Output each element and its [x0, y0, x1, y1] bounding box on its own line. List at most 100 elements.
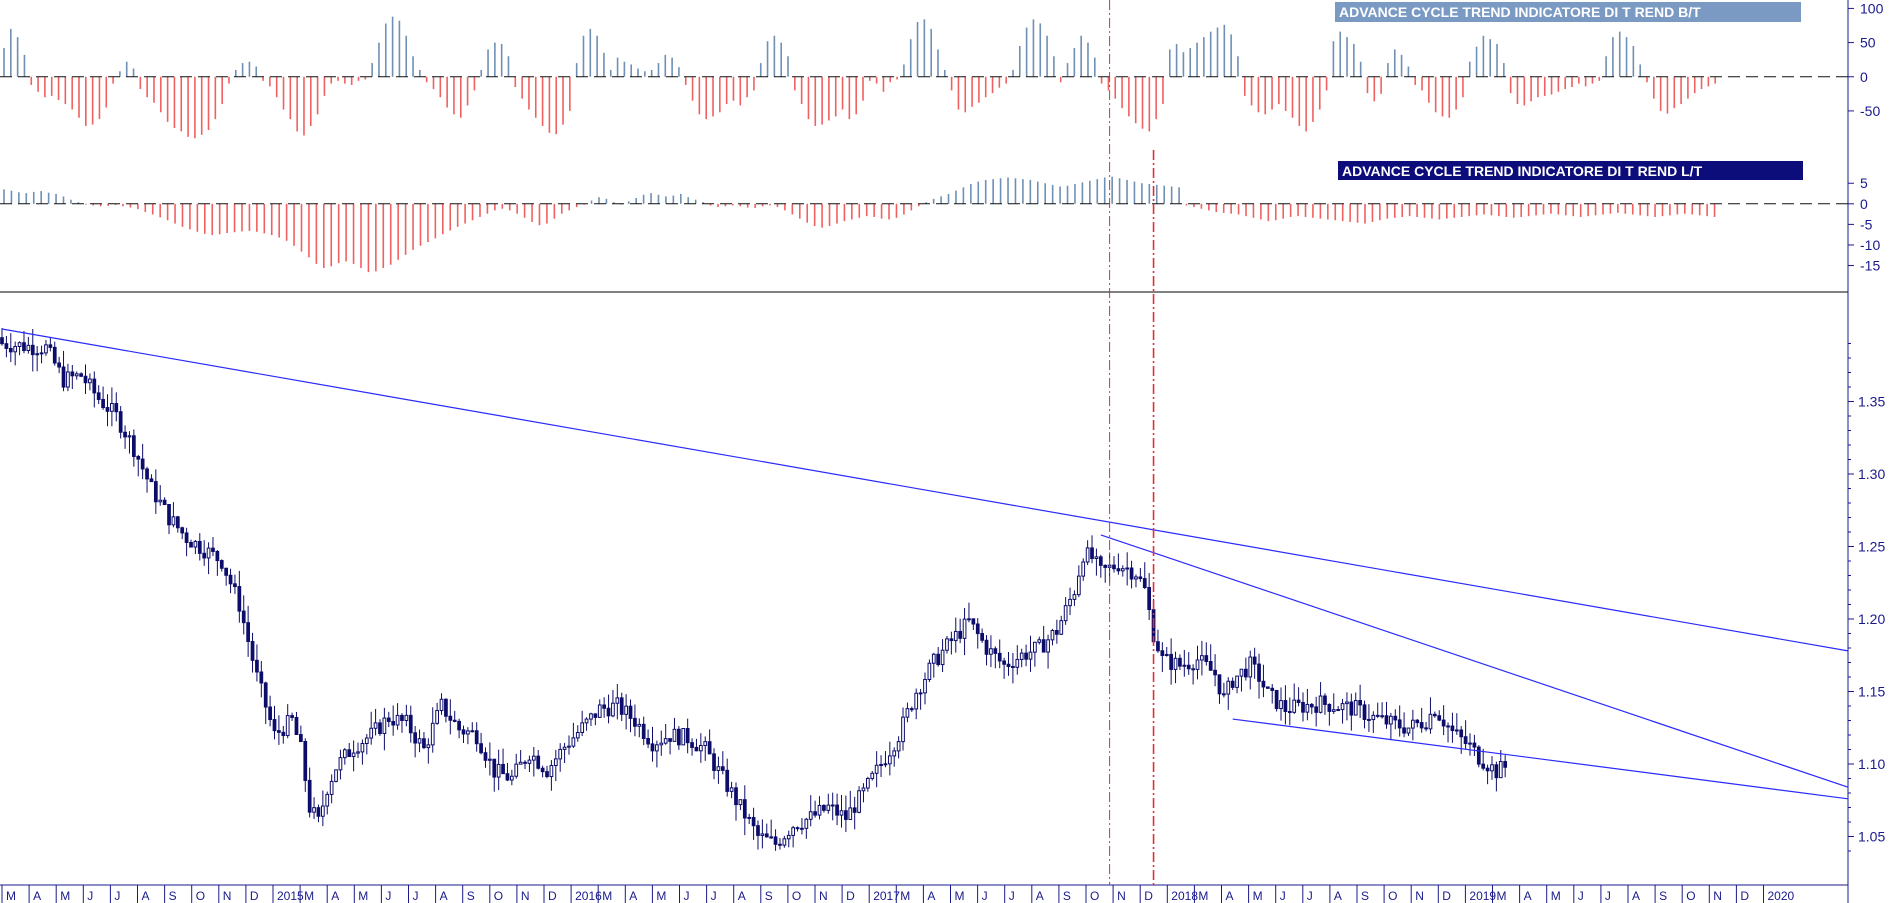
candle-body — [1195, 659, 1200, 670]
candle-body — [817, 804, 822, 816]
candle-body — [712, 753, 716, 771]
candle-body — [193, 540, 198, 548]
candle-body — [452, 719, 457, 722]
x-tick-label: M — [304, 889, 314, 903]
candle-body — [549, 765, 554, 778]
candle-body — [1331, 709, 1336, 712]
candle-body — [624, 705, 628, 715]
candle-body — [989, 648, 993, 655]
candle-body — [1033, 641, 1037, 653]
candle-body — [1217, 674, 1222, 695]
candle-body — [272, 719, 277, 732]
candle-body — [646, 737, 650, 745]
candle-body — [1389, 715, 1393, 725]
x-axis: M A M J J A S O N D 2015 M A M J J A S O N D 2016 M A M J J A S O N D 20… — [1, 885, 1795, 903]
candle-body — [1345, 701, 1349, 705]
candle-body — [655, 744, 659, 752]
candle-body — [1235, 675, 1239, 688]
candle-body — [1362, 704, 1367, 720]
candle-body — [606, 707, 611, 717]
candle-body — [175, 516, 180, 529]
candle-body — [1006, 663, 1011, 667]
candle-body — [509, 775, 514, 781]
candle-body — [479, 743, 483, 754]
candle-body — [105, 407, 110, 412]
candle-body — [1468, 742, 1472, 745]
price-tick-label: 1.05 — [1858, 829, 1885, 845]
candle-body — [202, 552, 207, 559]
candle-body — [66, 371, 70, 388]
x-tick-label: J — [1307, 889, 1313, 903]
candle-body — [1446, 725, 1450, 728]
candle-body — [804, 818, 809, 829]
candle-body — [1424, 727, 1428, 730]
candle-body — [1441, 719, 1446, 727]
candle-body — [83, 375, 88, 384]
x-tick-label: J — [1009, 889, 1015, 903]
x-tick-label: 2017 — [873, 889, 900, 903]
price-candles — [0, 327, 1508, 851]
candle-body — [408, 714, 413, 734]
x-tick-label: J — [413, 889, 419, 903]
candle-body — [1002, 660, 1006, 665]
candle-body — [1041, 639, 1046, 653]
x-tick-label: S — [169, 889, 177, 903]
x-tick-label: O — [494, 889, 503, 903]
candle-body — [1432, 713, 1437, 717]
candle-body — [96, 392, 101, 400]
candle-body — [1371, 714, 1376, 721]
candle-body — [1367, 718, 1371, 721]
candle-body — [1037, 639, 1042, 643]
trendline — [1, 328, 1849, 652]
candle-body — [1208, 661, 1213, 671]
candle-body — [703, 741, 708, 746]
x-tick-label: M — [656, 889, 666, 903]
candle-body — [980, 633, 985, 641]
candle-body — [905, 708, 910, 718]
x-tick-label: S — [1361, 889, 1369, 903]
candle-body — [1050, 629, 1055, 641]
x-tick-label: N — [1117, 889, 1126, 903]
candle-body — [123, 431, 127, 438]
x-tick-label: S — [1063, 889, 1071, 903]
candle-body — [729, 787, 734, 792]
candle-body — [518, 761, 523, 765]
candle-body — [1327, 703, 1332, 712]
candle-body — [184, 532, 189, 543]
x-tick-label: M — [1497, 889, 1507, 903]
trendlines — [1, 328, 1849, 800]
candle-body — [527, 759, 532, 764]
candle-body — [769, 836, 774, 839]
lt-tick-label: 5 — [1860, 175, 1868, 191]
candle-body — [1147, 587, 1152, 611]
candle-body — [782, 838, 787, 846]
candle-body — [1323, 695, 1327, 705]
bt-indicator-bars — [0, 16, 1848, 139]
candle-body — [1112, 564, 1116, 570]
x-tick-label: A — [440, 889, 448, 903]
candle-body — [672, 728, 677, 742]
candle-body — [808, 811, 813, 820]
candle-body — [329, 780, 334, 795]
candle-body — [303, 741, 308, 781]
candle-body — [1024, 652, 1028, 660]
candle-body — [400, 714, 404, 721]
candle-body — [668, 738, 672, 742]
x-tick-label: S — [1659, 889, 1667, 903]
candle-body — [338, 757, 343, 771]
candle-body — [1103, 564, 1108, 568]
candle-body — [444, 698, 448, 717]
candle-body — [1182, 664, 1187, 667]
candle-body — [514, 763, 519, 777]
candle-body — [742, 799, 747, 819]
candle-body — [677, 728, 681, 746]
lt-title-box: ADVANCE CYCLE TREND INDICATORE DI T REND… — [1338, 161, 1803, 180]
price-tick-label: 1.35 — [1858, 394, 1885, 410]
x-tick-label: M — [1198, 889, 1208, 903]
x-tick-label: J — [1578, 889, 1584, 903]
candle-body — [931, 653, 936, 664]
x-tick-label: O — [1090, 889, 1099, 903]
candle-body — [901, 716, 905, 743]
candle-body — [131, 435, 136, 457]
candle-body — [118, 411, 123, 433]
